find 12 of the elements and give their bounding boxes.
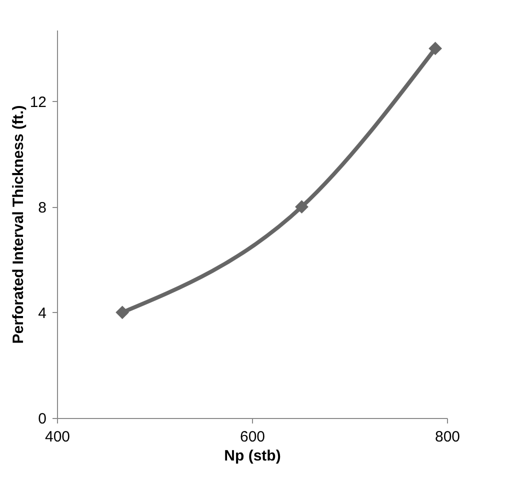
y-tick-label: 8 [38,199,46,216]
x-tick-label: 800 [434,428,460,446]
y-tick-label: 4 [38,304,46,322]
y-tick-label: 0 [38,410,46,428]
point [295,200,308,214]
point [116,306,130,320]
y-tick-label: 12 [30,94,46,111]
x-tick-label: 600 [240,428,266,446]
y-axis-title: Perforated Interval Thickness (ft.) [10,105,27,344]
x-axis-title: Np (stb) [224,448,281,464]
x-tick-label: 400 [44,428,70,446]
point [428,42,442,56]
